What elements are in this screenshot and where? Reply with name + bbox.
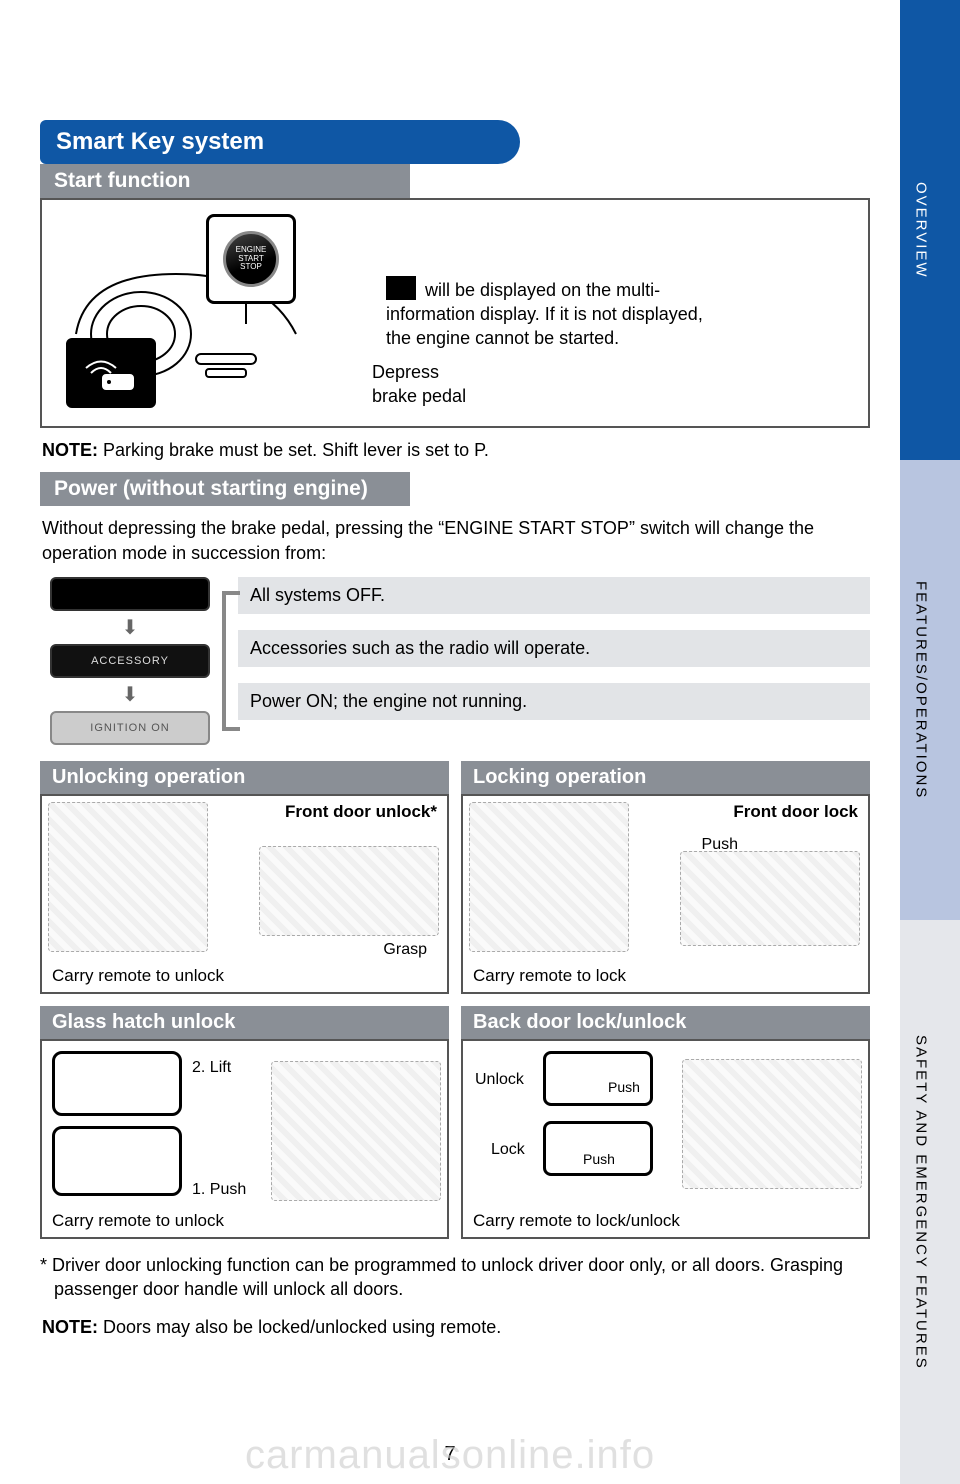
- note-parking-brake: NOTE: Parking brake must be set. Shift l…: [42, 438, 868, 462]
- tab-overview: OVERVIEW: [900, 0, 960, 460]
- door-handle-grasp-illust: [259, 846, 439, 936]
- mode-cycle-connector: [222, 591, 240, 731]
- vehicle-rear-illust: [271, 1061, 441, 1201]
- mode-descriptions: All systems OFF. Accessories such as the…: [238, 577, 870, 745]
- mode-pills: ⬇ ACCESSORY ⬇ IGNITION ON: [40, 577, 220, 745]
- carry-remote-unlock-text: Carry remote to unlock: [52, 966, 224, 986]
- carry-remote-unlock-text2: Carry remote to unlock: [52, 1211, 224, 1231]
- locking-col: Locking operation Front door lock Push C…: [461, 761, 870, 994]
- arrow-down-icon: ⬇: [122, 615, 139, 640]
- glass-hatch-col: Glass hatch unlock 2. Lift 1. Push Carry…: [40, 1006, 449, 1239]
- unlocking-col: Unlocking operation Front door unlock* G…: [40, 761, 449, 994]
- back-lock-callout: [543, 1121, 653, 1176]
- footnote: * Driver door unlocking function can be …: [40, 1253, 870, 1302]
- push-label: Push: [702, 836, 738, 854]
- carry-remote-lock-text: Carry remote to lock: [473, 966, 626, 986]
- page-content: Smart Key system Start function ENGINE: [40, 0, 870, 1340]
- locking-box: Front door lock Push Carry remote to loc…: [461, 794, 870, 994]
- power-intro: Without depressing the brake pedal, pres…: [42, 516, 868, 565]
- unlocking-heading: Unlocking operation: [40, 761, 449, 794]
- front-door-unlock-label: Front door unlock*: [285, 802, 437, 822]
- start-heading: Start function: [40, 164, 410, 198]
- step1-push-label: 1. Push: [192, 1181, 246, 1199]
- push-label2: Push: [608, 1079, 640, 1095]
- vehicle-rear-key-illust: [682, 1059, 862, 1189]
- grasp-label: Grasp: [383, 941, 427, 959]
- page-title: Smart Key system: [40, 120, 520, 164]
- depress-label: Depress brake pedal: [372, 361, 466, 408]
- watermark: carmanualsonline.info: [0, 1433, 900, 1478]
- back-door-box: Unlock Push Lock Push Carry remote to lo…: [461, 1039, 870, 1239]
- carry-remote-lockunlock-text: Carry remote to lock/unlock: [473, 1211, 680, 1231]
- power-heading: Power (without starting engine): [40, 472, 410, 506]
- glass-hatch-box: 2. Lift 1. Push Carry remote to unlock: [40, 1039, 449, 1239]
- mode-pill-accessory: ACCESSORY: [50, 644, 210, 678]
- hatch-lift-callout: [52, 1051, 182, 1116]
- engine-start-button-callout: ENGINE START STOP: [206, 214, 296, 304]
- hatch-push-callout: [52, 1126, 182, 1196]
- engine-start-button-icon: ENGINE START STOP: [223, 231, 279, 287]
- mode-pill-off: [50, 577, 210, 611]
- back-unlock-label: Unlock: [475, 1071, 524, 1089]
- tab-features: FEATURES/OPERATIONS: [900, 460, 960, 920]
- mode-desc-ignition: Power ON; the engine not running.: [238, 683, 870, 720]
- unlocking-box: Front door unlock* Grasp Carry remote to…: [40, 794, 449, 994]
- push-label3: Push: [583, 1151, 615, 1167]
- power-modes: ⬇ ACCESSORY ⬇ IGNITION ON All systems OF…: [40, 577, 870, 745]
- person-at-car-illust: [469, 802, 629, 952]
- mode-desc-off: All systems OFF.: [238, 577, 870, 614]
- side-tabs: OVERVIEW FEATURES/OPERATIONS SAFETY AND …: [900, 0, 960, 1484]
- person-at-car-illust: [48, 802, 208, 952]
- hand-push-handle-illust: [680, 851, 860, 946]
- arrow-down-icon: ⬇: [122, 682, 139, 707]
- mode-pill-ignition: IGNITION ON: [50, 711, 210, 745]
- back-door-col: Back door lock/unlock Unlock Push Lock P…: [461, 1006, 870, 1239]
- tab-overview-label: OVERVIEW: [913, 182, 930, 279]
- back-lock-label: Lock: [491, 1141, 525, 1159]
- operations-grid: Unlocking operation Front door unlock* G…: [40, 761, 870, 1239]
- locking-heading: Locking operation: [461, 761, 870, 794]
- note-doors-remote: NOTE: Doors may also be locked/unlocked …: [42, 1315, 868, 1339]
- glass-hatch-heading: Glass hatch unlock: [40, 1006, 449, 1039]
- front-door-lock-label: Front door lock: [733, 802, 858, 822]
- tab-safety: SAFETY AND EMERGENCY FEATURES: [900, 920, 960, 1484]
- tab-features-label: FEATURES/OPERATIONS: [913, 581, 930, 799]
- start-box: ENGINE START STOP Depress brake peda: [40, 198, 870, 428]
- step2-lift-label: 2. Lift: [192, 1059, 231, 1077]
- start-illustration: ENGINE START STOP: [56, 214, 366, 412]
- smart-key-indicator-icon: [66, 338, 156, 408]
- indicator-icon: [386, 276, 416, 300]
- back-door-heading: Back door lock/unlock: [461, 1006, 870, 1039]
- mode-desc-accessory: Accessories such as the radio will opera…: [238, 630, 870, 667]
- tab-safety-label: SAFETY AND EMERGENCY FEATURES: [913, 1035, 930, 1370]
